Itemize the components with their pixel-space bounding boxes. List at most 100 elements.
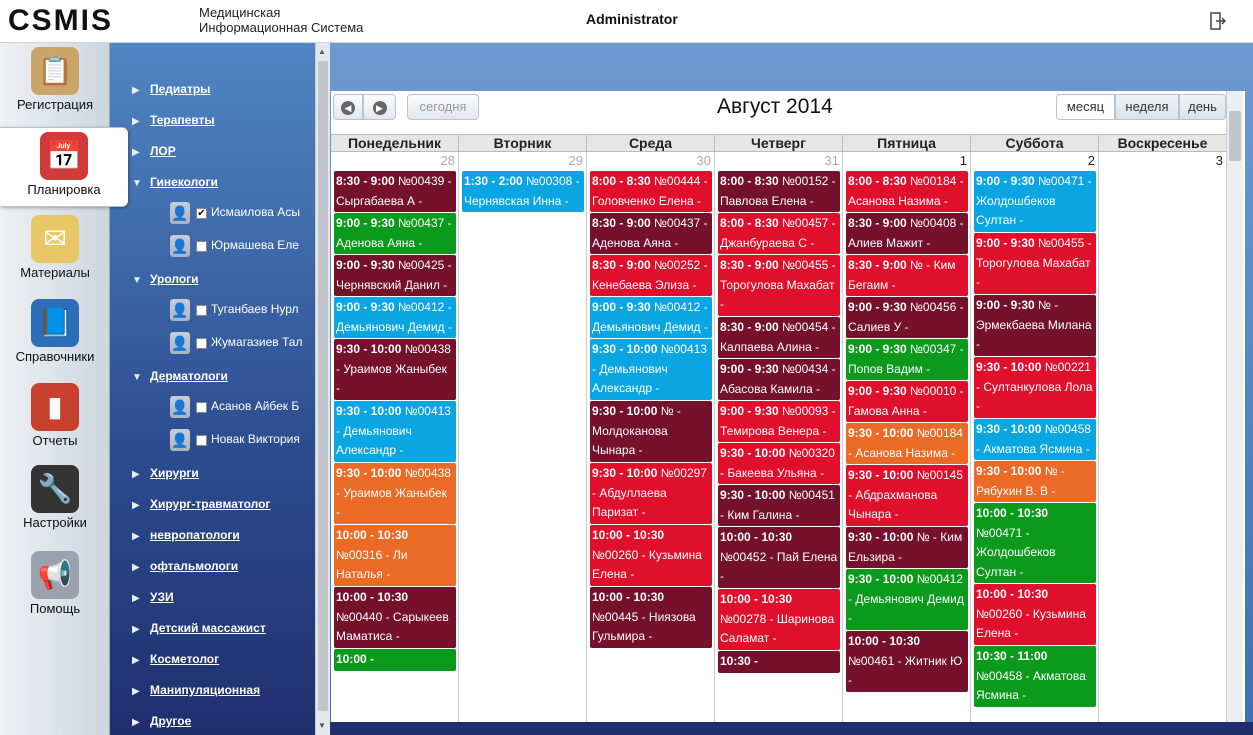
doctor-item[interactable]: 👤 Юрмашева Еле <box>170 235 303 259</box>
appointment[interactable]: 10:00 - 10:30 №00278 - Шаринова Саламат … <box>718 589 840 650</box>
appointment[interactable]: 9:30 - 10:00 №00297 - Абдуллаева Паризат… <box>590 463 712 524</box>
doctor-item[interactable]: 👤 ✔ Исмаилова Асы <box>170 202 303 226</box>
appointment[interactable]: 10:30 - <box>718 651 840 673</box>
appointment[interactable]: 8:30 - 9:00 №00454 - Калпаева Алина - <box>718 317 840 358</box>
group-13[interactable]: ▶ Манипуляционная <box>132 683 260 703</box>
appointment[interactable]: 9:00 - 9:30 №00425 - Чернявский Данил - <box>334 255 456 296</box>
collapsed-arrow-icon[interactable]: ▶ <box>132 717 140 728</box>
collapsed-arrow-icon[interactable]: ▶ <box>132 655 140 666</box>
group-name[interactable]: Гинекологи <box>150 175 218 189</box>
group-name[interactable]: Педиатры <box>150 82 211 96</box>
collapsed-arrow-icon[interactable]: ▶ <box>132 531 140 542</box>
appointment[interactable]: 9:00 - 9:30 №00347 - Попов Вадим - <box>846 339 968 380</box>
appointment[interactable]: 9:30 - 10:00 № - Ким Ельзира - <box>846 527 968 568</box>
group-8[interactable]: ▶ невропатологи <box>132 528 240 548</box>
doctor-checkbox[interactable] <box>196 304 207 316</box>
collapsed-arrow-icon[interactable]: ▶ <box>132 147 140 158</box>
next-button[interactable]: ▶ <box>363 94 396 120</box>
appointment[interactable]: 9:30 - 10:00 №00184 - Асанова Назима - <box>846 423 968 464</box>
calendar-scroll-thumb[interactable] <box>1229 111 1241 161</box>
appointment[interactable]: 9:00 - 9:30 №00412 - Демьянович Демид - <box>334 297 456 338</box>
appointment[interactable]: 8:00 - 8:30 №00152 - Павлова Елена - <box>718 171 840 212</box>
appointment[interactable]: 9:30 - 10:00 №00221 - Султанкулова Лола … <box>974 357 1096 418</box>
appointment[interactable]: 9:00 - 9:30 №00412 - Демьянович Демид - <box>590 297 712 338</box>
group-3[interactable]: ▼ Гинекологи <box>132 175 218 195</box>
group-name[interactable]: Хирург-травматолог <box>150 497 271 511</box>
group-12[interactable]: ▶ Косметолог <box>132 652 219 672</box>
expanded-arrow-icon[interactable]: ▼ <box>132 372 142 383</box>
appointment[interactable]: 8:00 - 8:30 №00184 - Асанова Назима - <box>846 171 968 212</box>
appointment[interactable]: 9:30 - 10:00 №00438 - Ураимов Жаныбек - <box>334 463 456 524</box>
logout-icon[interactable] <box>1210 12 1227 30</box>
appointment[interactable]: 10:00 - 10:30 №00316 - Ли Наталья - <box>334 525 456 586</box>
doctor-item[interactable]: 👤 Новак Виктория <box>170 429 303 453</box>
appointment[interactable]: 9:30 - 10:00 №00413 - Демьянович Алексан… <box>334 401 456 462</box>
group-9[interactable]: ▶ офтальмологи <box>132 559 238 579</box>
group-name[interactable]: офтальмологи <box>150 559 239 573</box>
appointment[interactable]: 10:00 - 10:30 №00440 - Сарыкеев Маматиса… <box>334 587 456 648</box>
group-name[interactable]: Хирурги <box>150 466 199 480</box>
doctor-item[interactable]: 👤 Жумагазиев Тал <box>170 332 303 356</box>
doctor-checkbox[interactable] <box>196 401 207 413</box>
prev-button[interactable]: ◀ <box>333 94 363 120</box>
appointment[interactable]: 9:00 - 9:30 №00456 - Салиев У - <box>846 297 968 338</box>
collapsed-arrow-icon[interactable]: ▶ <box>132 116 140 127</box>
view-month-button[interactable]: месяц <box>1056 94 1115 120</box>
group-7[interactable]: ▶ Хирург-травматолог <box>132 497 270 517</box>
day-cell[interactable]: 31 8:00 - 8:30 №00152 - Павлова Елена -8:… <box>715 152 843 722</box>
appointment[interactable]: 9:30 - 10:00 № - Молдоканова Чынара - <box>590 401 712 462</box>
group-0[interactable]: ▶ Педиатры <box>132 82 210 102</box>
appointment[interactable]: 10:30 - 11:00 №00458 - Акматова Ясмина - <box>974 646 1096 707</box>
group-6[interactable]: ▶ Хирурги <box>132 466 199 486</box>
nav-item-5[interactable]: 🔧 Настройки <box>0 461 110 541</box>
appointment[interactable]: 9:30 - 10:00 №00451 - Ким Галина - <box>718 485 840 526</box>
collapsed-arrow-icon[interactable]: ▶ <box>132 469 140 480</box>
appointment[interactable]: 10:00 - 10:30 №00471 - Жолдошбеков Султа… <box>974 503 1096 583</box>
collapsed-arrow-icon[interactable]: ▶ <box>132 593 140 604</box>
group-name[interactable]: ЛОР <box>150 144 176 158</box>
appointment[interactable]: 8:30 - 9:00 №00408 - Алиев Мажит - <box>846 213 968 254</box>
group-5[interactable]: ▼ Дерматологи <box>132 369 228 389</box>
group-14[interactable]: ▶ Другое <box>132 714 191 734</box>
appointment[interactable]: 8:30 - 9:00 №00252 - Кенебаева Элиза - <box>590 255 712 296</box>
appointment[interactable]: 10:00 - 10:30 №00260 - Кузьмина Елена - <box>974 584 1096 645</box>
group-name[interactable]: Манипуляционная <box>150 683 261 697</box>
nav-item-2[interactable]: ✉ Материалы <box>0 211 110 291</box>
appointment[interactable]: 9:30 - 10:00 №00320 - Бакеева Ульяна - <box>718 443 840 484</box>
doctor-checkbox[interactable] <box>196 240 207 252</box>
appointment[interactable]: 10:00 - 10:30 №00452 - Пай Елена - <box>718 527 840 588</box>
appointment[interactable]: 8:00 - 8:30 №00444 - Головченко Елена - <box>590 171 712 212</box>
day-cell[interactable]: 30 8:00 - 8:30 №00444 - Головченко Елена … <box>587 152 715 722</box>
group-2[interactable]: ▶ ЛОР <box>132 144 176 164</box>
nav-item-3[interactable]: 📘 Справочники <box>0 295 110 375</box>
appointment[interactable]: 9:00 - 9:30 № - Эрмекбаева Милана - <box>974 295 1096 356</box>
group-4[interactable]: ▼ Урологи <box>132 272 199 292</box>
today-button[interactable]: сегодня <box>407 94 479 120</box>
doctor-checkbox[interactable]: ✔ <box>196 207 207 219</box>
doctor-checkbox[interactable] <box>196 434 207 446</box>
sidebar-scroll-thumb[interactable] <box>318 61 328 711</box>
appointment[interactable]: 8:30 - 9:00 № - Ким Бегаим - <box>846 255 968 296</box>
expanded-arrow-icon[interactable]: ▼ <box>132 275 142 286</box>
appointment[interactable]: 9:00 - 9:30 №00010 - Гамова Анна - <box>846 381 968 422</box>
group-1[interactable]: ▶ Терапевты <box>132 113 215 133</box>
group-10[interactable]: ▶ УЗИ <box>132 590 174 610</box>
scroll-up-icon[interactable]: ▲ <box>318 47 326 56</box>
appointment[interactable]: 9:30 - 10:00 №00438 - Ураимов Жаныбек - <box>334 339 456 400</box>
collapsed-arrow-icon[interactable]: ▶ <box>132 85 140 96</box>
day-cell[interactable]: 1 8:00 - 8:30 №00184 - Асанова Назима -8:… <box>843 152 971 722</box>
doctor-item[interactable]: 👤 Асанов Айбек Б <box>170 396 303 420</box>
appointment[interactable]: 10:00 - <box>334 649 456 671</box>
day-cell[interactable]: 29 1:30 - 2:00 №00308 - Чернявская Инна - <box>459 152 587 722</box>
view-week-button[interactable]: неделя <box>1115 94 1179 120</box>
collapsed-arrow-icon[interactable]: ▶ <box>132 624 140 635</box>
group-name[interactable]: Детский массажист <box>150 621 266 635</box>
scroll-down-icon[interactable]: ▼ <box>318 721 326 730</box>
collapsed-arrow-icon[interactable]: ▶ <box>132 562 140 573</box>
sidebar-scrollbar[interactable]: ▲ ▼ <box>315 43 330 735</box>
appointment[interactable]: 9:00 - 9:30 №00455 - Торогулова Махабат … <box>974 233 1096 294</box>
appointment[interactable]: 9:00 - 9:30 №00471 - Жолдошбеков Султан … <box>974 171 1096 232</box>
appointment[interactable]: 10:00 - 10:30 №00461 - Житник Ю - <box>846 631 968 692</box>
doctor-item[interactable]: 👤 Туганбаев Нурл <box>170 299 303 323</box>
collapsed-arrow-icon[interactable]: ▶ <box>132 500 140 511</box>
